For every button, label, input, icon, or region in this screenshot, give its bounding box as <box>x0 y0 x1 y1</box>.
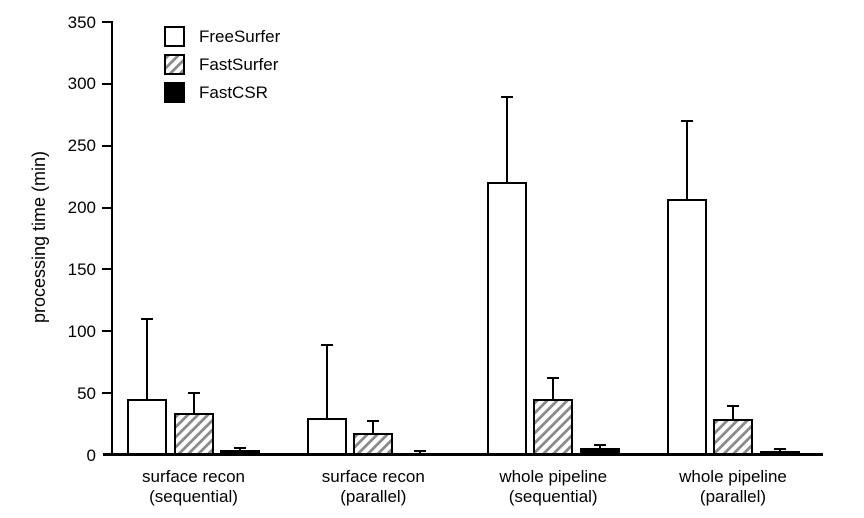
y-tick-label: 350 <box>67 12 96 32</box>
bar-fastcsr-g4 <box>759 450 800 455</box>
y-tick <box>102 82 112 85</box>
y-tick <box>102 392 112 395</box>
bar-freesurfer-g3 <box>486 181 527 455</box>
error-bar-cap-fastsurfer-g2 <box>367 419 380 422</box>
legend-item-freesurfer: FreeSurfer <box>164 26 280 47</box>
error-bar-line-fastsurfer-g1 <box>192 393 195 413</box>
legend: FreeSurfer FastSurfer FastCSR <box>164 26 280 110</box>
bar-fastcsr-g1 <box>220 450 260 455</box>
error-bar-line-freesurfer-g3 <box>505 97 508 182</box>
y-tick-label: 0 <box>86 445 96 465</box>
error-bar-cap-fastcsr-g3 <box>593 444 606 447</box>
y-axis-line <box>111 21 113 456</box>
error-bar-line-fastsurfer-g2 <box>372 420 375 433</box>
legend-item-fastcsr: FastCSR <box>164 82 280 103</box>
x-category-label-line: surface recon <box>142 467 245 486</box>
legend-label-fastsurfer: FastSurfer <box>199 55 279 74</box>
legend-label-freesurfer: FreeSurfer <box>199 27 281 46</box>
y-tick-label: 100 <box>67 321 96 341</box>
legend-label-fastcsr: FastCSR <box>199 83 268 102</box>
y-tick-label: 150 <box>67 259 96 279</box>
error-bar-cap-freesurfer-g2 <box>320 343 333 346</box>
error-bar-line-fastsurfer-g3 <box>552 378 555 400</box>
x-category-label-line: (parallel) <box>699 487 767 506</box>
x-category-label-g3: whole pipeline (sequential) <box>453 467 653 507</box>
error-bar-line-freesurfer-g1 <box>146 318 148 400</box>
error-bar-line-freesurfer-g4 <box>685 120 688 199</box>
y-tick-label: 300 <box>67 74 96 94</box>
error-bar-cap-fastcsr-g2 <box>413 449 426 452</box>
error-bar-line-freesurfer-g2 <box>325 344 328 418</box>
bar-fastsurfer-g4 <box>713 419 753 455</box>
legend-swatch-fastcsr <box>164 82 185 103</box>
x-category-label-line: whole pipeline <box>679 467 787 486</box>
error-bar-cap-fastcsr-g1 <box>234 446 246 449</box>
bar-freesurfer-g1 <box>127 399 167 455</box>
error-bar-cap-fastsurfer-g4 <box>727 404 739 407</box>
y-tick <box>102 144 112 147</box>
y-tick <box>102 330 112 333</box>
x-category-label-line: (parallel) <box>340 487 407 506</box>
legend-item-fastsurfer: FastSurfer <box>164 54 280 75</box>
y-tick <box>102 268 112 271</box>
error-bar-cap-fastsurfer-g1 <box>187 392 200 395</box>
legend-swatch-freesurfer <box>164 26 185 47</box>
bar-fastcsr-g3 <box>579 447 620 455</box>
error-bar-line-fastcsr-g1 <box>239 447 241 451</box>
x-category-label-line: (sequential) <box>149 487 238 506</box>
x-category-label-g1: surface recon (sequential) <box>94 467 294 507</box>
y-tick <box>102 21 112 23</box>
y-tick <box>102 206 112 209</box>
error-bar-line-fastsurfer-g4 <box>732 405 734 420</box>
bar-fastcsr-g2 <box>399 452 440 455</box>
error-bar-cap-fastcsr-g4 <box>773 447 786 450</box>
legend-swatch-fastsurfer <box>164 54 185 75</box>
error-bar-cap-freesurfer-g4 <box>680 119 693 122</box>
error-bar-line-fastcsr-g3 <box>598 445 601 448</box>
bar-freesurfer-g4 <box>666 198 707 455</box>
y-tick-label: 50 <box>77 383 96 403</box>
bar-fastsurfer-g2 <box>353 432 394 455</box>
x-category-label-line: (sequential) <box>508 487 598 506</box>
x-category-label-line: whole pipeline <box>499 467 608 486</box>
error-bar-cap-freesurfer-g1 <box>141 317 153 320</box>
bar-fastsurfer-g1 <box>173 412 214 455</box>
x-category-label-g2: surface recon (parallel) <box>273 467 473 507</box>
x-category-label-g4: whole pipeline (parallel) <box>633 467 833 507</box>
error-bar-cap-fastsurfer-g3 <box>547 377 560 380</box>
error-bar-cap-freesurfer-g3 <box>500 96 513 99</box>
bar-fastsurfer-g3 <box>533 399 574 455</box>
y-tick-label: 200 <box>67 198 96 218</box>
x-category-label-line: surface recon <box>321 467 425 486</box>
bar-freesurfer-g2 <box>306 417 347 455</box>
y-tick-label: 250 <box>67 136 96 156</box>
x-axis-line <box>103 453 823 456</box>
